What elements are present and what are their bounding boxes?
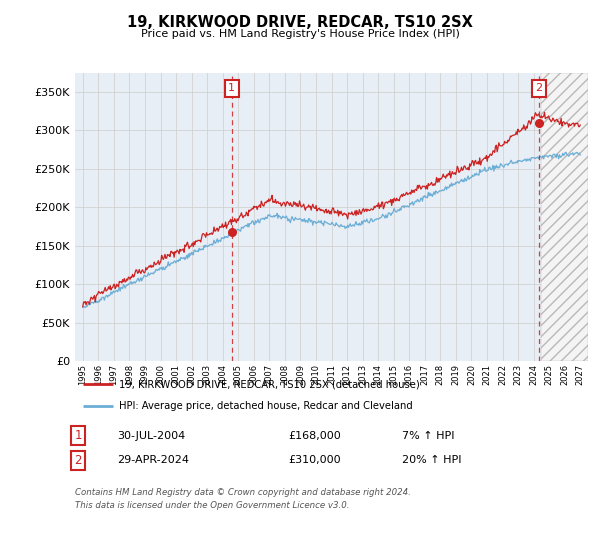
Text: 29-APR-2024: 29-APR-2024 bbox=[117, 455, 189, 465]
Text: 7% ↑ HPI: 7% ↑ HPI bbox=[402, 431, 455, 441]
Text: 20% ↑ HPI: 20% ↑ HPI bbox=[402, 455, 461, 465]
Text: 1: 1 bbox=[74, 429, 82, 442]
Text: 1: 1 bbox=[228, 83, 235, 93]
Bar bbox=[541, 73, 588, 361]
Text: 2: 2 bbox=[74, 454, 82, 467]
Text: 30-JUL-2004: 30-JUL-2004 bbox=[117, 431, 185, 441]
Text: HPI: Average price, detached house, Redcar and Cleveland: HPI: Average price, detached house, Redc… bbox=[119, 401, 412, 410]
Text: Price paid vs. HM Land Registry's House Price Index (HPI): Price paid vs. HM Land Registry's House … bbox=[140, 29, 460, 39]
Text: Contains HM Land Registry data © Crown copyright and database right 2024.
This d: Contains HM Land Registry data © Crown c… bbox=[75, 488, 411, 510]
Text: 2: 2 bbox=[535, 83, 542, 93]
Text: 19, KIRKWOOD DRIVE, REDCAR, TS10 2SX: 19, KIRKWOOD DRIVE, REDCAR, TS10 2SX bbox=[127, 15, 473, 30]
Bar bbox=[541, 73, 588, 361]
Text: 19, KIRKWOOD DRIVE, REDCAR, TS10 2SX (detached house): 19, KIRKWOOD DRIVE, REDCAR, TS10 2SX (de… bbox=[119, 379, 419, 389]
Text: £168,000: £168,000 bbox=[288, 431, 341, 441]
Text: £310,000: £310,000 bbox=[288, 455, 341, 465]
